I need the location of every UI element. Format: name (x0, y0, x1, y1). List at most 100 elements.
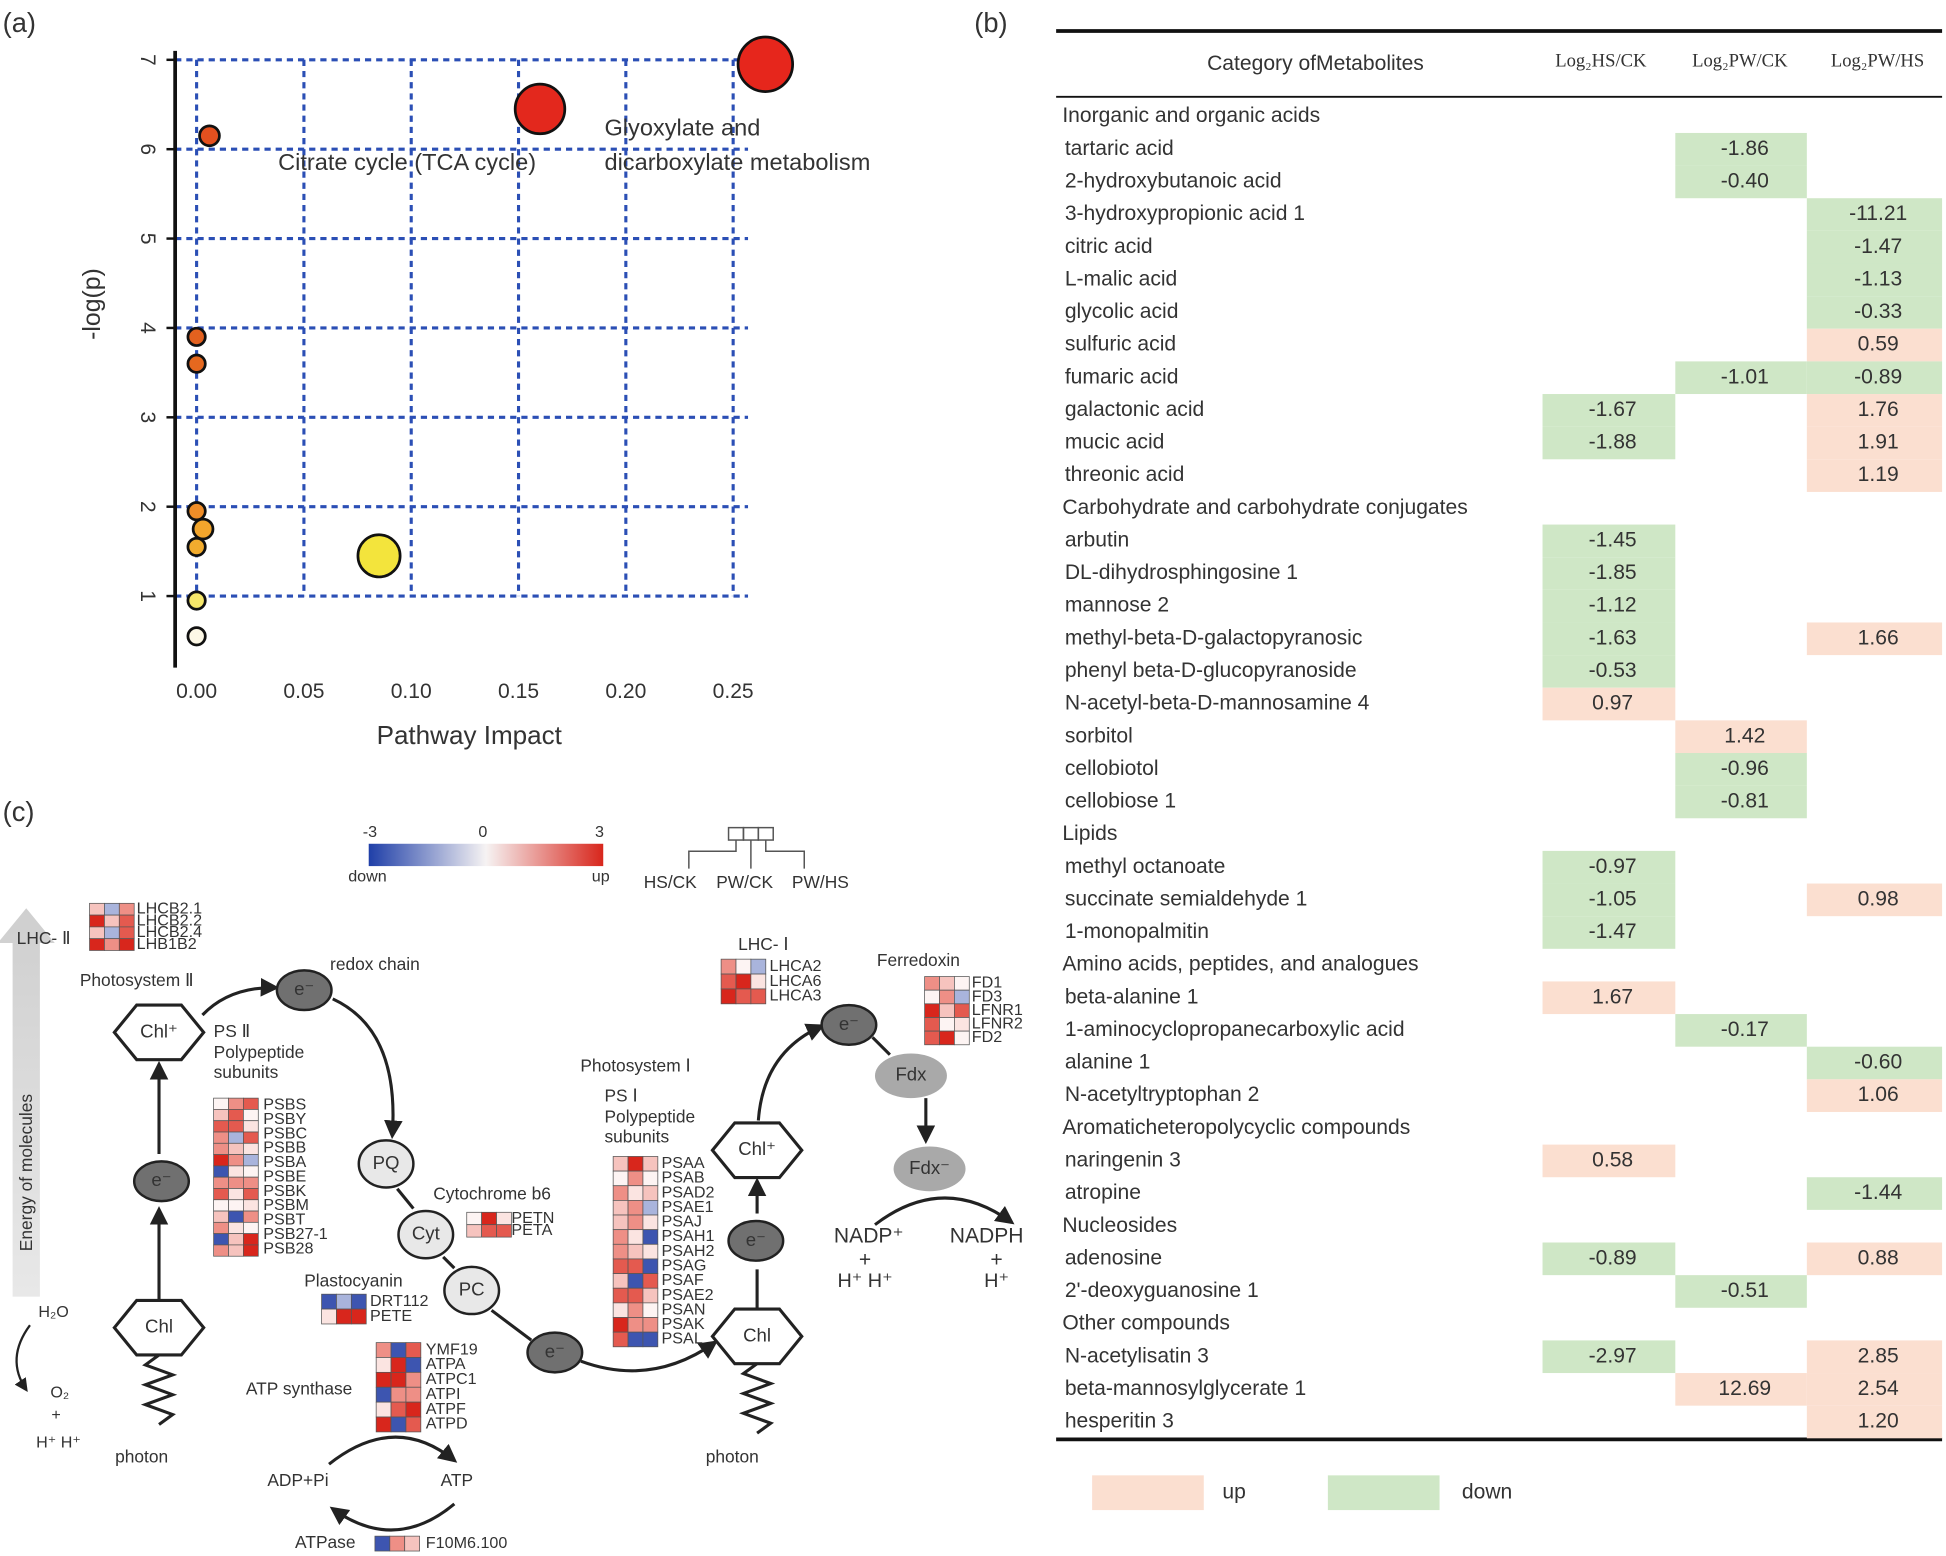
cell-value: 1.76 (1858, 398, 1899, 421)
x-tick-label: 0.25 (713, 680, 754, 703)
heatmap-cell (228, 1188, 244, 1201)
metabolite-name: tartaric acid (1065, 137, 1174, 160)
metabolite-name: N-acetyltryptophan 2 (1065, 1083, 1260, 1106)
node-label: Chl⁺ (140, 1020, 178, 1041)
metabolite-name: beta-mannosylglycerate 1 (1065, 1377, 1306, 1400)
cell (1675, 1373, 1807, 1406)
heatmap-cell (213, 1221, 229, 1235)
cell (1806, 459, 1943, 492)
electron-node (727, 1219, 785, 1262)
heatmap-cell (642, 1170, 659, 1187)
gene-label: FD2 (972, 1028, 1002, 1046)
heatmap-cell (466, 1224, 483, 1238)
cell (1806, 622, 1943, 656)
table-header: Category ofMetabolites (1207, 52, 1424, 75)
heatmap-cell (627, 1258, 644, 1274)
heatmap-cell (954, 1017, 970, 1032)
gene-label: PSBT (263, 1211, 305, 1229)
heatmap-cell (612, 1170, 629, 1187)
gene-label: PETA (511, 1221, 552, 1239)
annotation: Glyoxylate and (604, 114, 760, 140)
heatmap-cell (627, 1302, 644, 1318)
metabolite-name: adenosine (1065, 1246, 1162, 1269)
heatmap-cell (642, 1156, 659, 1172)
heatmap-cell (118, 938, 135, 951)
diagram-label: NADPH (950, 1225, 1024, 1248)
electron-node (275, 969, 333, 1012)
gene-label: FD3 (972, 987, 1002, 1005)
diagram-label: up (592, 868, 610, 886)
cell-value: 0.98 (1858, 887, 1899, 910)
heatmap-cell (375, 1401, 392, 1418)
cell-value: -1.13 (1854, 267, 1902, 290)
metabolite-name: cellobiotol (1065, 757, 1159, 780)
node-label: e⁻ (746, 1229, 766, 1250)
heatmap-cell (243, 1142, 259, 1155)
metabolite-name: 1-aminocyclopropanecarboxylic acid (1065, 1018, 1405, 1041)
y-tick-label: 5 (136, 233, 159, 245)
heatmap-cell (104, 902, 120, 916)
annotation: dicarboxylate metabolism (604, 149, 870, 175)
diagram-label: 0 (478, 823, 487, 841)
electron-node (820, 1003, 878, 1047)
heatmap-cell (390, 1386, 407, 1403)
metabolite-name: atropine (1065, 1181, 1141, 1204)
heatmap-cell (104, 926, 120, 940)
cell (1542, 622, 1676, 656)
gene-label: LHCB2.2 (137, 911, 202, 929)
diagram-label: HS/CK (644, 872, 697, 892)
heatmap-cell (720, 973, 737, 990)
cell (1542, 883, 1676, 917)
y-tick-label: 1 (136, 590, 159, 602)
heatmap-cell (924, 989, 940, 1005)
metabolite-name: beta-alanine 1 (1065, 985, 1199, 1008)
x-tick-label: 0.20 (605, 680, 646, 703)
cell-value: -1.67 (1589, 398, 1637, 421)
heatmap-cell (405, 1401, 422, 1418)
node-label: PQ (373, 1152, 400, 1173)
metabolite-name: mucic acid (1065, 431, 1165, 454)
section-label: Amino acids, peptides, and analogues (1062, 953, 1418, 976)
heatmap-cell (612, 1258, 629, 1274)
metabolite-name: galactonic acid (1065, 398, 1204, 421)
heatmap-cell (939, 989, 955, 1005)
carrier-node (397, 1209, 455, 1260)
heatmap-cell (243, 1176, 259, 1189)
cell (1806, 1242, 1943, 1276)
point (513, 82, 567, 136)
heatmap-cell (924, 1003, 940, 1018)
cell (1542, 557, 1676, 590)
heatmap-cell (243, 1221, 259, 1235)
cell-value: -1.01 (1721, 365, 1769, 388)
gene-label: PSAD2 (662, 1183, 715, 1201)
cell-value: 1.91 (1858, 431, 1899, 454)
cell (1542, 524, 1676, 558)
heatmap-cell (89, 914, 105, 928)
gene-label: DRT112 (370, 1292, 429, 1310)
heatmap-cell (375, 1386, 392, 1403)
heatmap-cell (750, 988, 767, 1005)
heatmap-cell (954, 1030, 970, 1046)
x-tick-label: 0.00 (176, 680, 217, 703)
heatmap-cell (642, 1200, 659, 1216)
gene-label: ATPA (426, 1355, 466, 1373)
section-label: Carbohydrate and carbohydrate conjugates (1062, 496, 1467, 519)
node-label: Chl (743, 1324, 771, 1345)
cell (1542, 589, 1676, 623)
heatmap-cell (213, 1176, 229, 1189)
heatmap-cell (642, 1331, 659, 1348)
table-header: Log₂PW/HS (1831, 50, 1924, 71)
cell (1675, 720, 1807, 753)
metabolite-name: alanine 1 (1065, 1051, 1151, 1074)
diagram-label: Plastocyanin (304, 1270, 402, 1290)
gene-label: ATPF (426, 1400, 466, 1418)
cell (1542, 981, 1676, 1015)
point (186, 326, 207, 347)
cell (1542, 655, 1676, 688)
heatmap-cell (627, 1229, 644, 1245)
metabolite-name: citric acid (1065, 235, 1153, 258)
heatmap-cell (612, 1243, 629, 1260)
fdx-node (893, 1146, 966, 1192)
point (356, 533, 402, 579)
